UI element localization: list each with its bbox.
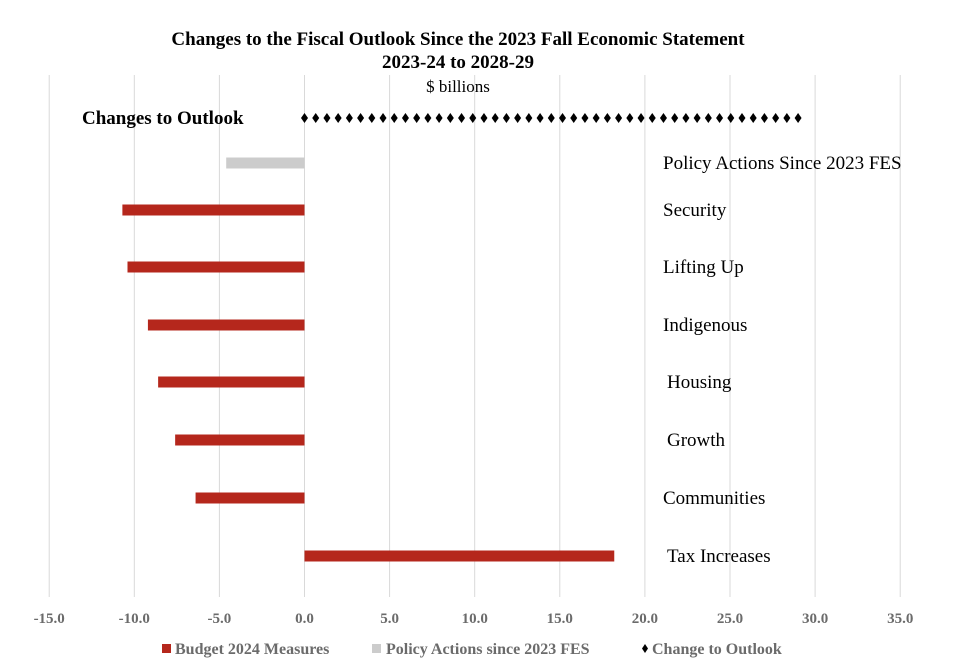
change-marker [659, 113, 667, 123]
bar [122, 204, 305, 216]
category-label: Lifting Up [663, 257, 744, 278]
bar [158, 376, 305, 388]
x-tick-label: 30.0 [802, 611, 828, 627]
change-marker [424, 113, 432, 123]
change-marker [626, 113, 634, 123]
x-tick-label: -10.0 [119, 611, 150, 627]
change-marker [783, 113, 791, 123]
x-tick-label: 20.0 [632, 611, 658, 627]
category-label: Policy Actions Since 2023 FES [663, 153, 902, 174]
change-marker [480, 113, 488, 123]
category-labels: Changes to Outlook Policy Actions Since 2… [82, 108, 902, 567]
legend-swatch-policy [372, 644, 381, 653]
legend-label-policy: Policy Actions since 2023 FES [386, 641, 590, 658]
change-marker [312, 113, 320, 123]
bar [226, 157, 305, 169]
change-marker [772, 113, 780, 123]
change-marker [559, 113, 567, 123]
change-marker [525, 113, 533, 123]
chart-title: Changes to the Fiscal Outlook Since the … [171, 29, 745, 50]
change-marker [615, 113, 623, 123]
change-marker [334, 113, 342, 123]
legend: Budget 2024 Measures Policy Actions sinc… [162, 641, 782, 658]
change-marker [749, 113, 757, 123]
category-label: Changes to Outlook [82, 108, 244, 129]
x-axis-ticks: -15.0 -10.0 -5.0 0.0 5.0 10.0 15.0 20.0 25.0 30.0… [34, 611, 914, 627]
change-marker [738, 113, 746, 123]
change-marker [536, 113, 544, 123]
chart-title-line2: 2023-24 to 2028-29 [382, 52, 534, 73]
bar [175, 434, 305, 446]
x-tick-label: 15.0 [547, 611, 573, 627]
change-marker [401, 113, 409, 123]
category-label: Growth [667, 430, 726, 451]
bar [127, 261, 305, 273]
change-marker [716, 113, 724, 123]
change-marker [794, 113, 802, 123]
chart-subtitle: $ billions [426, 77, 490, 96]
bar [147, 319, 305, 331]
chart-marks [122, 113, 802, 562]
change-marker [648, 113, 656, 123]
category-label: Security [663, 200, 727, 221]
change-marker [502, 113, 510, 123]
category-label: Housing [667, 372, 732, 393]
x-tick-label: -5.0 [208, 611, 232, 627]
change-marker [760, 113, 768, 123]
change-marker [301, 113, 308, 123]
category-label: Tax Increases [667, 546, 771, 567]
x-tick-label: 25.0 [717, 611, 743, 627]
change-marker [458, 113, 466, 123]
legend-label-budget: Budget 2024 Measures [175, 641, 329, 658]
category-label: Indigenous [663, 315, 747, 336]
change-marker [727, 113, 735, 123]
change-marker [682, 113, 690, 123]
category-label: Communities [663, 488, 765, 509]
x-tick-label: 0.0 [295, 611, 314, 627]
change-marker [345, 113, 353, 123]
change-marker [491, 113, 499, 123]
change-marker [693, 113, 701, 123]
legend-swatch-change [642, 644, 648, 653]
change-marker [413, 113, 421, 123]
change-marker [368, 113, 376, 123]
change-marker [704, 113, 712, 123]
change-marker [446, 113, 454, 123]
x-tick-label: 35.0 [887, 611, 913, 627]
change-marker [469, 113, 477, 123]
legend-swatch-budget [162, 644, 171, 653]
change-marker [390, 113, 398, 123]
change-marker [379, 113, 387, 123]
change-marker [547, 113, 555, 123]
change-marker [514, 113, 522, 123]
bar [195, 492, 305, 504]
change-marker [357, 113, 365, 123]
change-marker [592, 113, 600, 123]
x-tick-label: 10.0 [462, 611, 488, 627]
gridlines [48, 75, 901, 597]
change-marker [603, 113, 611, 123]
change-marker [323, 113, 331, 123]
change-marker [671, 113, 679, 123]
change-marker [581, 113, 589, 123]
legend-label-change: Change to Outlook [652, 641, 782, 658]
change-marker [570, 113, 578, 123]
x-tick-label: 5.0 [380, 611, 399, 627]
x-tick-label: -15.0 [34, 611, 65, 627]
bar [304, 550, 615, 562]
change-marker [637, 113, 645, 123]
change-marker [435, 113, 443, 123]
